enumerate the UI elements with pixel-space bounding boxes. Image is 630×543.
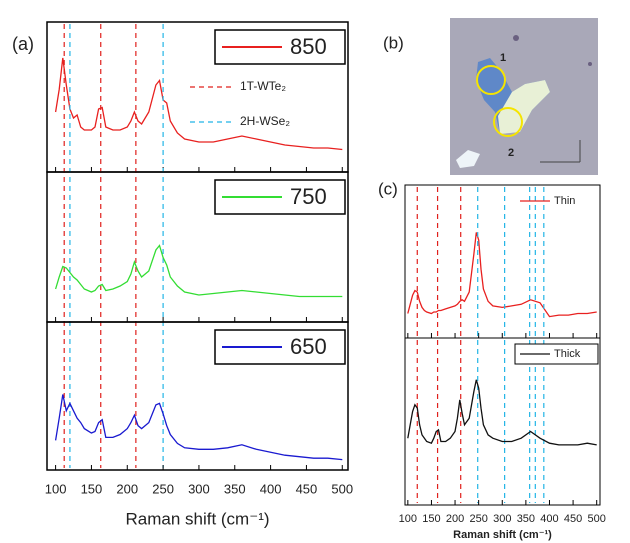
spectrum-line — [54, 394, 343, 461]
marker-label: 2 — [508, 147, 514, 159]
speck — [588, 62, 592, 66]
panel-label: (c) — [378, 179, 398, 198]
x-tick-label: 350 — [517, 513, 535, 525]
x-tick-label: 250 — [152, 481, 174, 496]
x-tick-label: 200 — [116, 481, 138, 496]
spectrum-line — [407, 379, 597, 446]
x-tick-label: 200 — [446, 513, 464, 525]
x-tick-label: 100 — [399, 513, 417, 525]
legend-label: Thin — [554, 195, 575, 207]
marker-circle — [493, 107, 523, 137]
x-axis-label: Raman shift (cm⁻¹) — [453, 529, 552, 541]
x-tick-label: 450 — [564, 513, 582, 525]
spectrum-line — [54, 244, 343, 298]
legend-label: 2H-WSe₂ — [240, 114, 290, 128]
x-tick-label: 100 — [45, 481, 67, 496]
x-tick-label: 350 — [224, 481, 246, 496]
legend-box — [514, 343, 599, 365]
panel-label: (a) — [12, 34, 34, 54]
x-tick-label: 300 — [188, 481, 210, 496]
legend-label: 1T-WTe₂ — [240, 79, 286, 93]
plot-frame — [46, 321, 349, 471]
x-tick-label: 500 — [331, 481, 353, 496]
x-tick-label: 450 — [296, 481, 318, 496]
marker-label: 1 — [500, 52, 506, 64]
optical-image: 1 2 (b) — [383, 18, 598, 175]
marker-circle — [476, 65, 506, 95]
x-tick-label: 250 — [469, 513, 487, 525]
legend-label: 650 — [290, 334, 327, 359]
legend-label: 750 — [290, 184, 327, 209]
legend-label: Thick — [554, 348, 581, 360]
spectrum-line — [54, 57, 343, 151]
x-tick-label: 150 — [81, 481, 103, 496]
flake — [498, 80, 550, 134]
x-tick-label: 400 — [260, 481, 282, 496]
x-tick-label: 300 — [493, 513, 511, 525]
spectrum-line — [407, 232, 597, 318]
x-tick-label: 150 — [422, 513, 440, 525]
x-tick-label: 400 — [540, 513, 558, 525]
legend-label: 850 — [290, 34, 327, 59]
speck — [513, 35, 519, 41]
x-tick-label: 500 — [588, 513, 606, 525]
x-axis-label: Raman shift (cm⁻¹) — [125, 509, 269, 528]
flake — [456, 150, 480, 168]
panel-label: (b) — [383, 33, 404, 52]
